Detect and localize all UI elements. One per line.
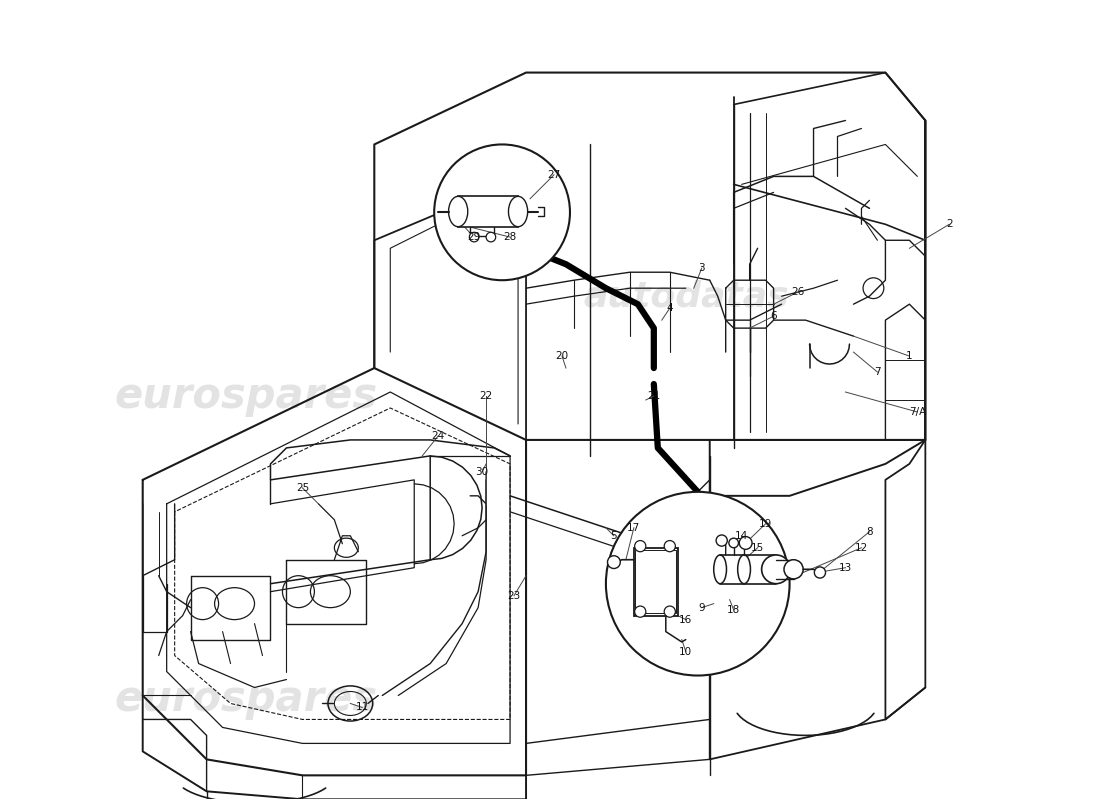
Text: 19: 19	[759, 518, 772, 529]
Text: 8: 8	[866, 526, 872, 537]
Text: autodatas: autodatas	[583, 279, 789, 313]
Text: 4: 4	[667, 303, 673, 313]
Text: 13: 13	[839, 562, 853, 573]
Text: 15: 15	[751, 542, 764, 553]
Ellipse shape	[635, 541, 646, 552]
Text: 22: 22	[480, 391, 493, 401]
Text: 12: 12	[855, 542, 868, 553]
Ellipse shape	[714, 555, 726, 584]
Ellipse shape	[738, 555, 750, 584]
Circle shape	[434, 145, 570, 280]
Ellipse shape	[449, 196, 468, 226]
Ellipse shape	[739, 537, 752, 550]
Text: 24: 24	[431, 431, 444, 441]
Text: 10: 10	[679, 646, 692, 657]
Text: 6: 6	[770, 311, 777, 321]
Ellipse shape	[664, 541, 675, 552]
Text: 27: 27	[548, 170, 561, 180]
Ellipse shape	[607, 556, 620, 569]
Text: 18: 18	[727, 605, 740, 615]
Ellipse shape	[814, 567, 825, 578]
Ellipse shape	[486, 232, 496, 242]
Text: 28: 28	[504, 232, 517, 242]
Bar	[459, 196, 518, 226]
Ellipse shape	[470, 232, 478, 242]
Text: 30: 30	[475, 467, 488, 477]
Ellipse shape	[784, 560, 803, 579]
Ellipse shape	[664, 606, 675, 618]
Text: 21: 21	[647, 391, 660, 401]
Text: 29: 29	[468, 232, 481, 242]
Bar	[636, 550, 676, 614]
Text: 3: 3	[698, 263, 705, 274]
Ellipse shape	[635, 606, 646, 618]
Text: 16: 16	[679, 614, 692, 625]
Ellipse shape	[729, 538, 738, 548]
Ellipse shape	[716, 535, 727, 546]
Ellipse shape	[761, 555, 791, 584]
Text: 11: 11	[355, 702, 368, 713]
Circle shape	[606, 492, 790, 675]
Text: 7/A: 7/A	[909, 407, 926, 417]
Text: 9: 9	[698, 602, 705, 613]
Text: 25: 25	[296, 483, 309, 493]
Bar	[634, 548, 678, 616]
Text: 23: 23	[507, 590, 520, 601]
Text: 7: 7	[874, 367, 881, 377]
Text: 1: 1	[906, 351, 913, 361]
Text: 26: 26	[791, 287, 804, 297]
Text: 2: 2	[946, 219, 953, 230]
Ellipse shape	[508, 196, 528, 226]
Text: 5: 5	[610, 530, 617, 541]
Text: 17: 17	[627, 522, 640, 533]
Text: eurospares: eurospares	[116, 678, 378, 721]
Text: eurospares: eurospares	[116, 375, 378, 417]
Text: 20: 20	[556, 351, 569, 361]
Text: 14: 14	[735, 530, 748, 541]
